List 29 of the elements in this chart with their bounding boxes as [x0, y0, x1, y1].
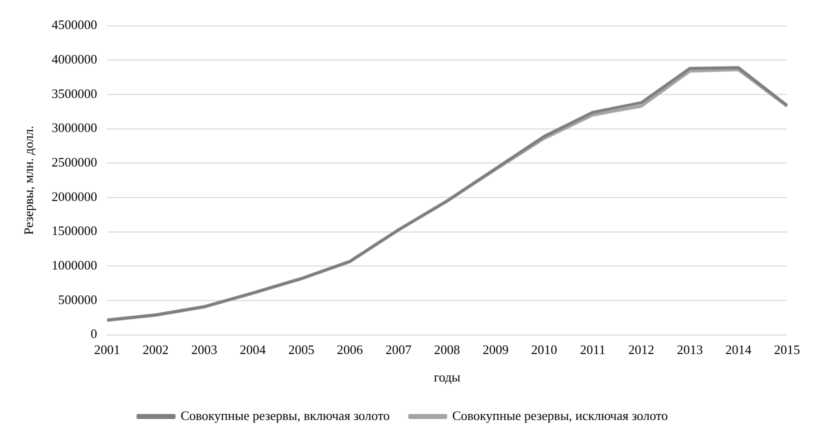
x-tick-label: 2013 — [676, 342, 703, 358]
x-tick-label: 2011 — [580, 342, 606, 358]
y-tick-label: 2000000 — [52, 188, 98, 204]
x-tick-label: 2008 — [434, 342, 460, 358]
x-tick-label: 2002 — [142, 342, 169, 358]
y-axis-title: Резервы, млн. долл. — [21, 126, 36, 235]
x-tick-label: 2003 — [191, 342, 218, 358]
x-tick-label: 2005 — [288, 342, 314, 358]
y-tick-label: 4000000 — [52, 52, 98, 67]
x-tick-label: 2009 — [482, 342, 509, 358]
legend-label: Совокупные резервы, исключая золото — [452, 408, 668, 423]
x-axis-title: годы — [434, 370, 461, 385]
x-tick-label: 2001 — [94, 342, 120, 358]
x-tick-label: 2014 — [725, 342, 752, 358]
y-tick-label: 1500000 — [52, 223, 98, 238]
x-tick-label: 2004 — [240, 342, 266, 358]
y-tick-label: 2500000 — [52, 154, 98, 170]
x-tick-label: 2015 — [774, 342, 800, 358]
y-tick-label: 0 — [90, 326, 98, 342]
x-tick-label: 2012 — [628, 342, 654, 358]
y-tick-label: 4500000 — [52, 17, 98, 32]
y-tick-label: 3000000 — [52, 120, 98, 136]
y-tick-label: 3500000 — [52, 86, 98, 101]
y-tick-label: 1000000 — [52, 258, 98, 273]
x-tick-label: 2010 — [531, 342, 558, 358]
x-tick-label: 2006 — [336, 342, 364, 358]
x-tick-label: 2007 — [385, 342, 412, 358]
legend-label: Совокупные резервы, включая золото — [180, 408, 390, 423]
y-tick-label: 500000 — [58, 292, 98, 307]
